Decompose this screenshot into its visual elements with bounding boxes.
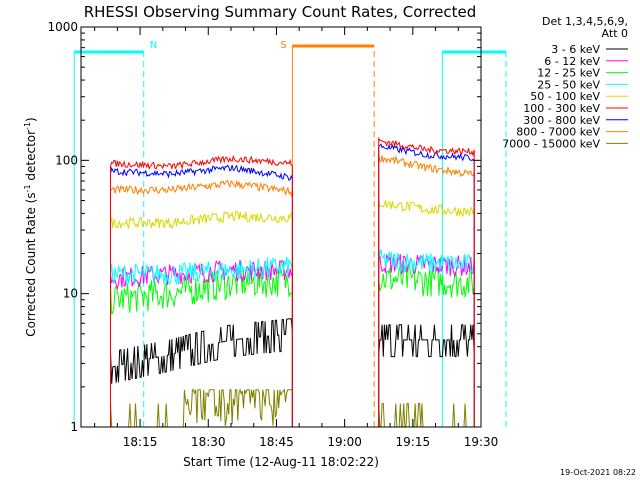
legend-label: 6 - 12 keV — [544, 55, 600, 68]
series-segment — [378, 200, 475, 427]
legend-label: 50 - 100 keV — [530, 90, 600, 103]
series-segment — [110, 318, 293, 427]
series-segment — [110, 265, 293, 427]
x-tick-label: 19:30 — [464, 435, 499, 449]
x-tick-label: 18:30 — [191, 435, 226, 449]
series-25-50keV — [110, 249, 475, 427]
series-segment — [110, 164, 293, 427]
legend-header-line2: Att 0 — [602, 27, 628, 40]
series-segment — [378, 136, 475, 427]
series-segment — [378, 324, 475, 427]
series-segment — [110, 179, 293, 427]
series-segment — [110, 256, 293, 427]
legend-label: 12 - 25 keV — [537, 67, 600, 80]
legend-label: 300 - 800 keV — [523, 114, 600, 127]
series-3-6keV — [110, 318, 475, 427]
series-segment — [110, 154, 293, 427]
legend-label: 800 - 7000 keV — [516, 126, 600, 139]
series-12-25keV — [110, 263, 475, 427]
legend-header-line1: Det 1,3,4,5,6,9, — [542, 15, 628, 28]
footer-date: 19-Oct-2021 08:22 — [560, 468, 636, 477]
x-tick-label: 18:15 — [123, 435, 158, 449]
x-tick-label: 18:45 — [259, 435, 294, 449]
y-axis: 1 10 100 1000 — [47, 20, 481, 434]
series-segment — [378, 249, 475, 427]
plot-frame — [80, 26, 482, 428]
series-segment — [110, 210, 293, 427]
series-50-100keV — [110, 200, 475, 427]
series-100-300keV — [110, 136, 475, 427]
x-axis-label: Start Time (12-Aug-11 18:02:22) — [183, 455, 379, 469]
series-segment — [378, 403, 475, 428]
series-segment — [110, 259, 293, 427]
legend-label: 7000 - 15000 keV — [502, 137, 600, 150]
legend-label: 3 - 6 keV — [551, 43, 600, 56]
x-tick-label: 19:00 — [327, 435, 362, 449]
y-tick-label: 100 — [55, 153, 78, 167]
legend-label: 25 - 50 keV — [537, 78, 600, 91]
series-300-800keV — [110, 143, 475, 427]
y-tick-label: 1000 — [47, 20, 78, 34]
marker-S: S — [280, 40, 286, 51]
series-segment — [378, 154, 475, 427]
y-axis-label: Corrected Count Rate (s-1 detector-1) — [23, 117, 38, 336]
legend-label: 100 - 300 keV — [523, 102, 600, 115]
series-segment — [378, 263, 475, 427]
series-segment — [378, 143, 475, 427]
y-tick-label: 1 — [70, 420, 78, 434]
x-axis: 18:15 18:30 18:45 19:00 19:15 19:30 — [94, 27, 499, 449]
series-800-7000keV — [110, 154, 475, 427]
x-tick-label: 19:15 — [396, 435, 431, 449]
chart-title: RHESSI Observing Summary Count Rates, Co… — [84, 3, 477, 21]
y-tick-label: 10 — [63, 287, 78, 301]
marker-N: N — [150, 40, 157, 51]
series-segment — [110, 388, 293, 428]
